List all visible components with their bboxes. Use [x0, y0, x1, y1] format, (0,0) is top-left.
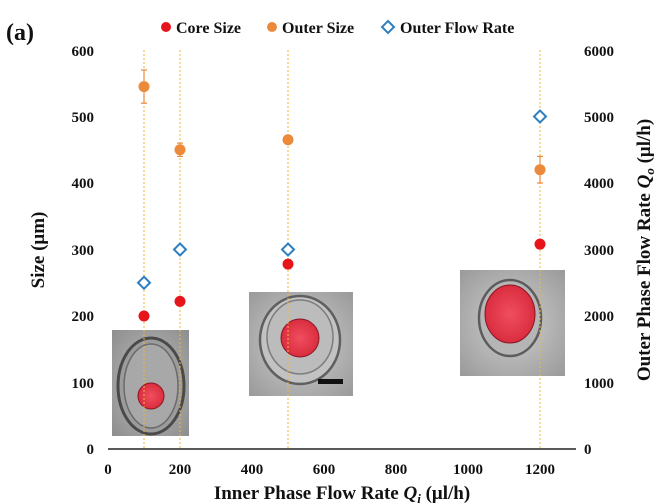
- guide-lines: [143, 50, 541, 449]
- y-right-tick-label: 1000: [584, 376, 614, 392]
- y-right-tick-label: 0: [584, 442, 592, 458]
- x-tick-label: 800: [385, 462, 408, 478]
- flow-rate-point: [136, 275, 152, 291]
- core-size-point: [138, 310, 150, 322]
- inset-micrograph-1200: [460, 270, 565, 376]
- flow-rate-point: [172, 242, 188, 257]
- y-left-tick-label: 500: [72, 110, 95, 126]
- outer-size-point: [534, 164, 546, 176]
- series-outer-flow-rate: [136, 109, 548, 291]
- core-size-point: [534, 238, 546, 250]
- x-tick-label: 400: [241, 462, 264, 478]
- y-left-tick-label: 400: [72, 176, 95, 192]
- y-left-tick-labels: 0 100 200 300 400 500 600: [72, 44, 95, 458]
- legend-flow-marker: [380, 19, 396, 35]
- flow-rate-point: [532, 109, 548, 124]
- x-tick-label: 600: [313, 462, 336, 478]
- y-right-tick-label: 2000: [584, 309, 614, 325]
- outer-size-point: [138, 81, 150, 93]
- x-axis-title: Inner Phase Flow Rate Qi (μl/h): [214, 483, 470, 504]
- y-right-axis-title: Outer Phase Flow Rate Qo (μl/h): [634, 119, 656, 381]
- y-left-tick-label: 0: [87, 442, 95, 458]
- y-right-tick-label: 5000: [584, 110, 614, 126]
- outer-size-point: [174, 144, 186, 156]
- y-left-axis-title: Size (μm): [28, 212, 49, 289]
- legend-core-label: Core Size: [176, 20, 241, 37]
- x-tick-label: 1000: [453, 462, 483, 478]
- legend-outer-label: Outer Size: [282, 20, 354, 37]
- core-size-point: [282, 258, 294, 270]
- y-left-tick-label: 200: [72, 309, 95, 325]
- x-tick-label: 0: [104, 462, 112, 478]
- y-left-tick-label: 100: [72, 376, 95, 392]
- core-size-point: [174, 295, 186, 307]
- series-core-size: [138, 238, 546, 322]
- y-left-tick-label: 300: [72, 243, 95, 259]
- x-tick-label: 200: [169, 462, 192, 478]
- data-marks: [136, 69, 548, 322]
- legend-core-marker: [161, 22, 171, 32]
- outer-size-point: [282, 134, 294, 146]
- legend-flow-label: Outer Flow Rate: [400, 20, 514, 37]
- series-outer-size: [138, 69, 546, 184]
- inset-micrograph-100: [112, 330, 189, 436]
- panel-label: (a): [6, 20, 34, 46]
- y-right-tick-label: 3000: [584, 243, 614, 259]
- flow-rate-point: [280, 242, 296, 257]
- x-tick-labels: 0 200 400 600 800 1000 1200: [104, 462, 555, 478]
- y-right-tick-labels: 0 1000 2000 3000 4000 5000 6000: [584, 44, 614, 458]
- legend-outer-marker: [267, 22, 277, 32]
- inset-micrograph-500: [249, 292, 353, 396]
- y-left-tick-label: 600: [72, 44, 95, 60]
- scale-bar: [318, 379, 343, 384]
- micrograph-insets: [112, 270, 565, 436]
- y-right-tick-label: 6000: [584, 44, 614, 60]
- legend: Core Size Outer Size Outer Flow Rate: [161, 19, 514, 37]
- y-right-tick-label: 4000: [584, 176, 614, 192]
- x-tick-label: 1200: [525, 462, 555, 478]
